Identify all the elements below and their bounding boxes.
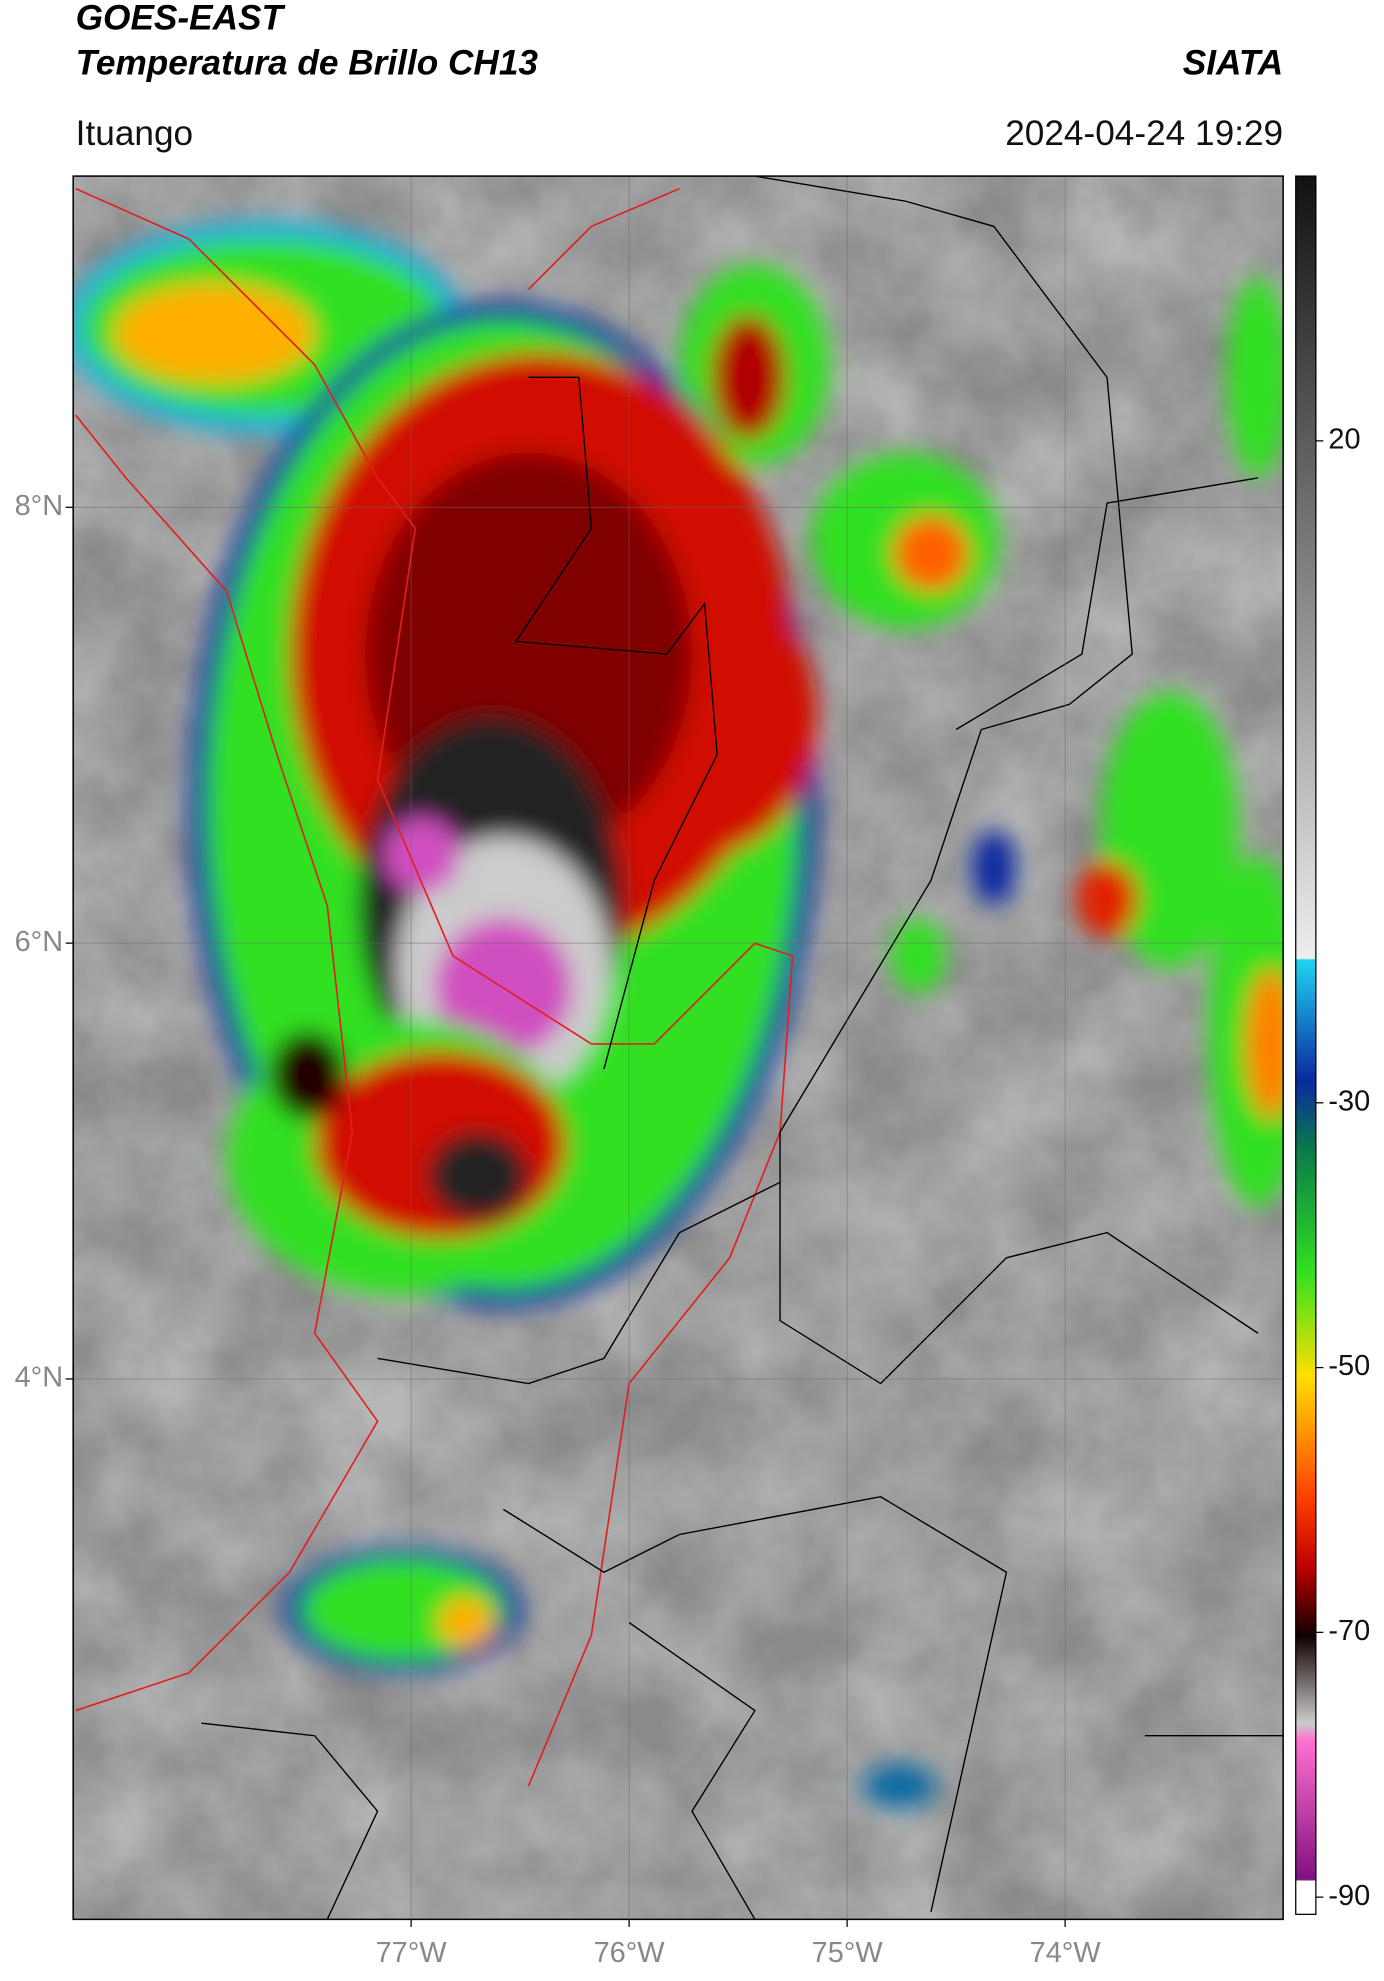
colorbar-ticks: 20 -30 -50 -70 -90 [1315, 424, 1370, 1912]
lon-tick-label: 74°W [1030, 1937, 1102, 1969]
colorbar-tick-label: -50 [1328, 1350, 1370, 1382]
lon-tick-label: 75°W [812, 1937, 884, 1969]
map-frame [72, 175, 1284, 1921]
datetime: 2024-04-24 19:29 [1005, 114, 1283, 153]
colorbar-tick-label: -90 [1328, 1880, 1370, 1912]
graticule: 8°N 6°N 4°N 77°W 76°W 75°W 74°W [15, 176, 1284, 1969]
lat-tick-label: 8°N [15, 490, 64, 522]
satellite-image [73, 176, 1284, 1920]
colorbar-tick-label: 20 [1328, 424, 1360, 456]
subtitle: Temperatura de Brillo CH13 [76, 44, 539, 83]
colorbar [1295, 175, 1317, 1915]
title: GOES-EAST [76, 0, 286, 37]
colorbar-tick-label: -70 [1328, 1615, 1370, 1647]
lat-tick-label: 4°N [15, 1362, 64, 1394]
lon-tick-label: 77°W [376, 1937, 448, 1969]
colorbar-tick-label: -30 [1328, 1085, 1370, 1117]
source: SIATA [1183, 44, 1283, 83]
lat-tick-label: 6°N [15, 926, 64, 958]
lon-tick-label: 76°W [594, 1937, 666, 1969]
location: Ituango [76, 114, 193, 153]
